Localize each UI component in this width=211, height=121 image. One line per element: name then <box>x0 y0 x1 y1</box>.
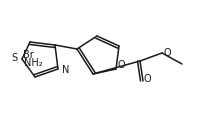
Text: N: N <box>62 65 69 75</box>
Text: S: S <box>12 53 18 63</box>
Text: O: O <box>163 48 171 58</box>
Text: O: O <box>144 74 152 84</box>
Text: O: O <box>117 60 125 70</box>
Text: NH₂: NH₂ <box>24 58 42 68</box>
Text: Br: Br <box>23 50 33 60</box>
